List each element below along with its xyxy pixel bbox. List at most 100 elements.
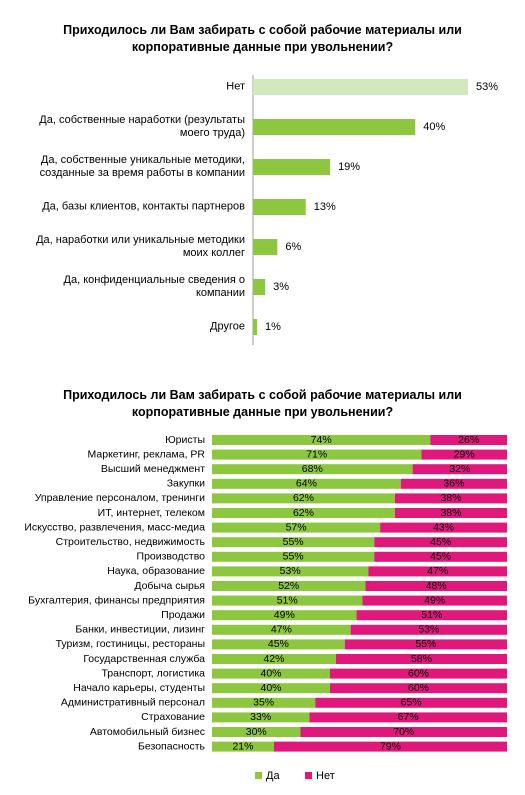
category-label: Управление персоналом, тренинги: [35, 492, 205, 504]
category-label: Да, собственные уникальные методики, соз…: [39, 154, 245, 179]
category-label: Продажи: [161, 609, 205, 621]
value-label: 6%: [285, 241, 301, 253]
bar: [253, 239, 278, 255]
category-label: Производство: [137, 551, 206, 563]
bar-segment: [394, 508, 507, 518]
value-label: 60%: [408, 667, 429, 679]
value-label: 53%: [418, 624, 439, 636]
bar-segment: [380, 522, 507, 533]
bar-segment: [212, 741, 274, 752]
bar-segment: [356, 610, 507, 621]
bar: [253, 279, 266, 295]
category-label: Туризм, гостиницы, рестораны: [56, 638, 205, 650]
value-label: 45%: [268, 638, 289, 650]
value-label: 3%: [273, 281, 289, 293]
bar-segment: [212, 581, 366, 591]
value-label: 64%: [296, 478, 317, 490]
value-label: 62%: [293, 507, 314, 519]
value-label: 42%: [263, 653, 284, 665]
category-label: Маркетинг, реклама, PR: [88, 448, 206, 460]
value-label: 45%: [430, 536, 451, 548]
bar-segment: [309, 712, 507, 723]
category-label: Административный персонал: [61, 697, 205, 709]
category-label: Да, наработки или уникальные методики мо…: [36, 234, 245, 259]
value-label: 51%: [421, 609, 442, 621]
value-label: 26%: [458, 434, 479, 446]
chart-title: Приходилось ли Вам забирать с собой рабо…: [63, 23, 462, 54]
value-label: 53%: [280, 565, 301, 577]
value-label: 1%: [265, 321, 281, 333]
category-label: Добыча сырья: [134, 580, 205, 592]
category-label: Нет: [226, 80, 245, 93]
value-label: 32%: [449, 463, 470, 475]
value-label: 29%: [454, 448, 475, 460]
value-label: 70%: [393, 726, 414, 738]
bar-segment: [212, 478, 401, 489]
value-label: 30%: [246, 726, 267, 738]
category-label: Юристы: [165, 434, 205, 446]
value-label: 21%: [232, 740, 253, 752]
category-label: Банки, инвестиции, лизинг: [75, 624, 205, 636]
bar-segment: [412, 464, 507, 475]
bar: [253, 319, 258, 335]
value-label: 35%: [253, 697, 274, 709]
value-label: 13%: [314, 201, 336, 213]
value-label: 55%: [283, 551, 304, 563]
legend-label: Нет: [316, 770, 335, 782]
bar-segment: [300, 727, 507, 737]
chart-title: Приходилось ли Вам забирать с собой рабо…: [63, 388, 462, 419]
value-label: 43%: [433, 521, 454, 533]
legend-swatch: [305, 772, 312, 779]
bar-segment: [400, 478, 507, 489]
value-label: 67%: [398, 711, 419, 723]
category-label: Бухгалтерия, финансы предприятия: [28, 594, 205, 606]
bar-segment: [362, 595, 507, 606]
bar-segment: [350, 624, 507, 635]
bar-segment: [212, 595, 363, 606]
value-label: 52%: [278, 580, 299, 592]
value-label: 47%: [271, 624, 292, 636]
value-label: 53%: [476, 81, 498, 93]
category-label: Транспорт, логистика: [101, 667, 205, 679]
bar-segment: [212, 683, 330, 694]
category-label: Закупки: [167, 478, 205, 490]
value-label: 49%: [424, 594, 445, 606]
value-label: 55%: [283, 536, 304, 548]
value-label: 40%: [423, 121, 445, 133]
bar-segment: [212, 522, 381, 533]
value-label: 47%: [427, 565, 448, 577]
bar-segment: [212, 449, 422, 460]
value-label: 60%: [408, 682, 429, 694]
value-label: 33%: [250, 711, 271, 723]
value-label: 48%: [426, 580, 447, 592]
value-label: 36%: [443, 478, 464, 490]
bar-segment: [212, 624, 351, 635]
bar-segment: [212, 668, 330, 679]
bar-segment: [330, 668, 507, 679]
bar-segment: [212, 712, 310, 723]
category-label: Да, базы клиентов, контакты партнеров: [42, 200, 245, 213]
value-label: 71%: [306, 448, 327, 460]
bar-segment: [374, 537, 507, 548]
bar-segment: [212, 610, 357, 621]
value-label: 74%: [311, 434, 332, 446]
category-label: Другое: [210, 320, 245, 333]
value-label: 19%: [338, 161, 360, 173]
bar-segment: [394, 493, 507, 504]
bar-segment: [335, 654, 507, 664]
legend-swatch: [255, 772, 262, 779]
bar-segment: [212, 435, 431, 445]
bar-segment: [368, 566, 507, 577]
category-label: Строительство, недвижимость: [56, 536, 206, 548]
bar-segment: [212, 508, 395, 518]
bar-segment: [212, 654, 336, 664]
value-label: 58%: [411, 653, 432, 665]
category-label: Искусство, развлечения, масс-медиа: [24, 521, 205, 533]
category-label: ИТ, интернет, телеком: [98, 507, 205, 519]
bar-segment: [421, 449, 507, 460]
category-label: Государственная служба: [83, 653, 205, 665]
bar-segment: [212, 493, 395, 504]
value-label: 40%: [260, 667, 281, 679]
value-label: 49%: [274, 609, 295, 621]
